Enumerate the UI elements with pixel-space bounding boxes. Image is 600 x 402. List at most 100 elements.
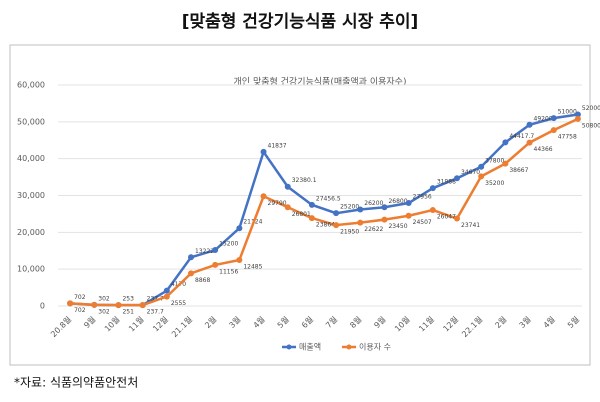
point	[526, 121, 533, 128]
data-label: 253	[122, 296, 134, 303]
point	[212, 247, 219, 254]
data-label: 31988	[437, 179, 456, 186]
legend-marker	[286, 344, 292, 350]
data-label: 37800	[485, 157, 504, 164]
point	[381, 204, 388, 211]
data-label: 237.7	[147, 309, 164, 316]
chart-title: 개인 맞춤형 건강기능식품(매출액과 이용자수)	[234, 76, 407, 88]
point	[236, 225, 243, 232]
point	[502, 160, 509, 167]
data-label: 11156	[219, 268, 238, 275]
data-label: 44366	[534, 146, 553, 153]
y-tick-label: 40,000	[17, 154, 45, 163]
point	[284, 204, 291, 211]
page-title: [맞춤형 건강기능식품 시장 추이]	[182, 11, 419, 32]
data-label: 32380.1	[292, 177, 317, 184]
point	[188, 254, 194, 261]
point	[188, 270, 194, 277]
data-label: 49200	[534, 115, 553, 122]
point	[429, 207, 436, 214]
data-label: 27456.5	[316, 195, 341, 202]
data-label: 15200	[219, 241, 238, 248]
point	[308, 201, 315, 208]
point	[381, 216, 388, 223]
legend-label: 매출액	[299, 342, 321, 352]
point	[454, 175, 460, 182]
legend-marker	[346, 344, 352, 350]
data-label: 302	[98, 295, 110, 302]
point	[260, 148, 267, 155]
point	[405, 200, 412, 207]
data-label: 2555	[171, 300, 186, 307]
data-label: 13222	[195, 248, 214, 255]
data-label: 26800	[388, 198, 407, 205]
data-label: 27956	[413, 194, 432, 201]
point	[163, 287, 170, 294]
point	[236, 257, 243, 264]
point	[454, 215, 460, 222]
chart-frame	[9, 44, 591, 366]
y-tick-label: 0	[40, 302, 45, 311]
data-label: 26801	[292, 211, 311, 218]
data-label: 22622	[364, 226, 383, 233]
point	[308, 215, 315, 222]
point	[357, 219, 364, 226]
series-line	[70, 117, 579, 307]
data-label: 26047	[437, 214, 456, 221]
point	[163, 293, 170, 300]
point	[67, 300, 74, 307]
point	[478, 163, 485, 170]
data-label: 702	[74, 294, 86, 301]
data-label: 302	[98, 308, 110, 315]
data-label: 44417.7	[509, 133, 534, 140]
source: *자료: 식품의약품안전처	[14, 375, 138, 390]
series-line	[70, 113, 579, 307]
data-label: 50800	[582, 122, 600, 129]
point	[284, 183, 291, 190]
point	[502, 139, 509, 146]
data-label: 35200	[485, 180, 504, 187]
legend-label: 이용자 수	[359, 342, 391, 352]
data-label: 251	[122, 309, 134, 316]
data-label: 702	[74, 307, 86, 314]
point	[429, 185, 436, 192]
point	[115, 302, 122, 309]
data-label: 23864	[316, 222, 335, 229]
point	[139, 302, 146, 309]
point	[260, 193, 267, 200]
point	[333, 222, 340, 229]
data-label: 52000	[582, 105, 600, 112]
y-tick-label: 50,000	[17, 117, 45, 126]
point	[526, 139, 533, 146]
point	[574, 115, 581, 122]
data-label: 26200	[364, 200, 383, 207]
point	[357, 206, 364, 213]
data-label: 23741	[461, 222, 480, 229]
data-label: 29790	[268, 200, 287, 207]
data-label: 47758	[558, 134, 577, 141]
data-label: 41837	[268, 142, 287, 149]
data-label: 51000	[558, 109, 577, 116]
point	[91, 301, 98, 308]
data-label: 25200	[340, 204, 359, 211]
y-tick-label: 10,000	[17, 265, 45, 274]
point	[550, 127, 557, 134]
data-label: 237.7	[147, 296, 164, 303]
data-label: 38667	[509, 167, 528, 174]
data-label: 21950	[340, 229, 359, 236]
point	[478, 173, 485, 180]
point	[405, 212, 412, 219]
data-label: 24507	[413, 219, 432, 226]
data-label: 8868	[195, 277, 210, 284]
y-tick-label: 30,000	[17, 191, 45, 200]
y-tick-label: 20,000	[17, 228, 45, 237]
data-label: 12485	[243, 264, 262, 271]
point	[574, 111, 581, 118]
point	[550, 115, 557, 122]
y-tick-label: 60,000	[17, 81, 45, 90]
data-label: 23450	[388, 223, 407, 230]
point	[212, 261, 219, 268]
point	[333, 210, 340, 217]
data-label: 34670	[461, 169, 480, 176]
